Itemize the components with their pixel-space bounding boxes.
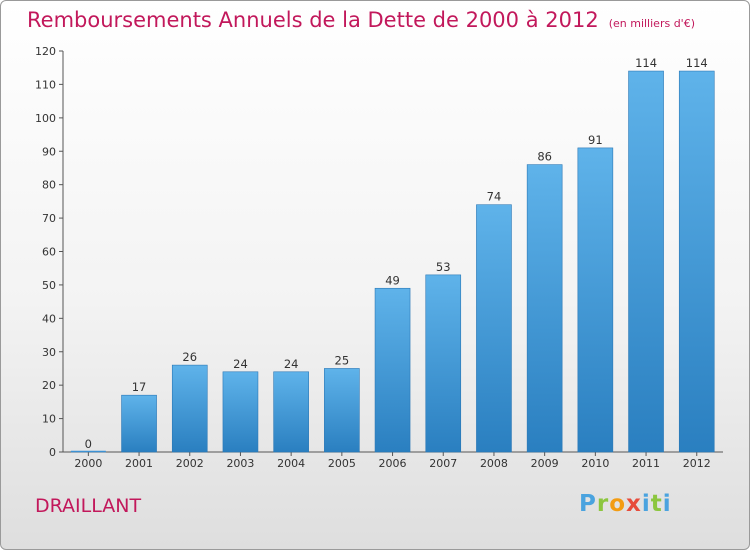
data-label: 17: [132, 380, 147, 394]
y-tick-label: 60: [42, 246, 56, 259]
data-label: 53: [436, 260, 451, 274]
bar: [374, 287, 411, 453]
y-tick-label: 30: [42, 346, 56, 359]
data-label: 86: [537, 150, 552, 164]
data-label: 24: [284, 357, 299, 371]
y-tick-label: 110: [35, 78, 56, 91]
bar: [628, 70, 664, 453]
bar: [171, 364, 208, 453]
x-tick-label: 2000: [74, 457, 102, 470]
axes: 0 10 20 30 40 50 60 70 80 90 100 110 120 2000 2001 2002…: [35, 45, 723, 470]
bar: [273, 371, 309, 453]
x-tick-label: 2011: [632, 457, 660, 470]
x-tick-label: 2005: [328, 457, 356, 470]
x-tick-label: 2006: [379, 457, 407, 470]
bar: [526, 164, 563, 453]
data-label: 24: [233, 357, 248, 371]
bar: [222, 371, 259, 453]
data-label: 74: [487, 190, 502, 204]
bar: [121, 394, 157, 453]
data-label: 114: [635, 56, 657, 70]
x-tick-label: 2012: [683, 457, 711, 470]
chart-unit: (en milliers d'€): [608, 17, 695, 30]
y-tick-label: 90: [42, 145, 56, 158]
x-tick-label: 2008: [480, 457, 508, 470]
y-tick-label: 120: [35, 45, 56, 58]
data-label: 26: [182, 350, 197, 364]
data-label: 49: [385, 273, 400, 287]
chart-title: Remboursements Annuels de la Dette de 20…: [27, 8, 695, 32]
x-tick-label: 2009: [531, 457, 559, 470]
y-tick-label: 40: [42, 312, 56, 325]
y-tick-label: 0: [49, 446, 56, 459]
x-tick-label: 2001: [125, 457, 153, 470]
x-tick-label: 2002: [176, 457, 204, 470]
y-tick-label: 100: [35, 112, 56, 125]
y-tick-label: 10: [42, 413, 56, 426]
x-tick-label: 2003: [226, 457, 254, 470]
y-tick-label: 50: [42, 279, 56, 292]
bar: [425, 274, 462, 453]
data-label: 0: [85, 437, 92, 451]
y-tick-label: 70: [42, 212, 56, 225]
bar: [577, 147, 614, 453]
x-tick-label: 2010: [581, 457, 609, 470]
x-tick-label: 2007: [429, 457, 457, 470]
bars: [70, 70, 715, 453]
data-label: 25: [335, 353, 350, 367]
commune-name: DRAILLANT: [35, 495, 142, 517]
bar: [476, 204, 512, 453]
bar: [678, 70, 715, 453]
proxiti-logo: Proxiti: [579, 491, 672, 517]
y-tick-label: 80: [42, 179, 56, 192]
bar: [324, 368, 360, 453]
data-label: 114: [686, 56, 708, 70]
data-label: 91: [588, 133, 603, 147]
chart-title-text: Remboursements Annuels de la Dette de 20…: [27, 8, 599, 32]
value-labels: 0 17 26 24 24 25 49 53 74 86 91 114 114: [85, 56, 708, 451]
x-tick-label: 2004: [277, 457, 305, 470]
y-tick-label: 20: [42, 379, 56, 392]
